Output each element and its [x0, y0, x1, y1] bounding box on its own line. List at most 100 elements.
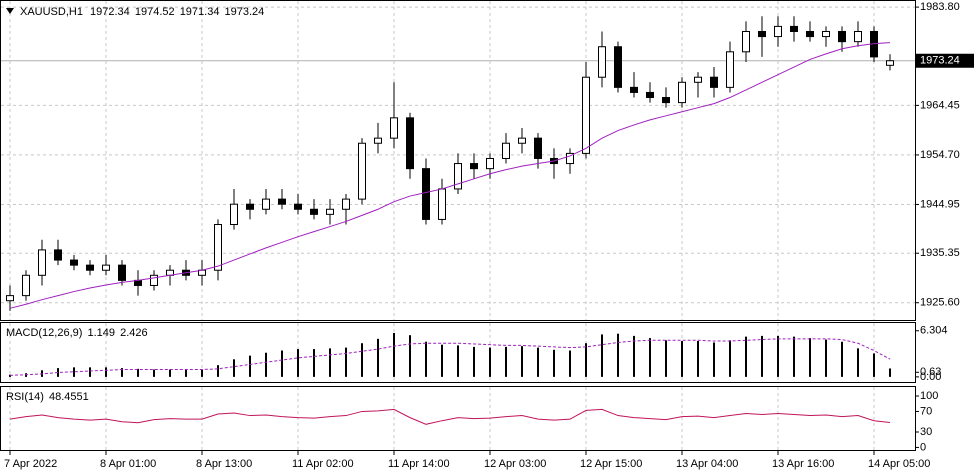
candle-body	[710, 76, 718, 88]
menu-triangle	[6, 8, 14, 14]
candle-body	[86, 264, 94, 271]
candle-body	[214, 224, 222, 271]
macd-bar	[441, 344, 443, 377]
candle-body	[486, 157, 494, 170]
macd-bar	[617, 333, 619, 377]
signal-line	[9, 338, 891, 376]
candle-body	[342, 198, 350, 210]
macd-bar	[777, 335, 779, 377]
candle-body	[150, 274, 158, 286]
x-tick-label: 14 Apr 05:00	[868, 458, 930, 470]
candle-body	[278, 198, 286, 205]
macd-bar	[329, 348, 331, 377]
candle-body	[838, 30, 846, 43]
candle-body	[246, 203, 254, 210]
x-tick-label: 8 Apr 01:00	[100, 458, 156, 470]
candle-body	[326, 208, 334, 215]
macd-bar	[505, 346, 507, 377]
macd-bar	[377, 338, 379, 377]
candle-body	[406, 117, 414, 170]
macd-bar	[713, 342, 715, 377]
macd-header: MACD(12,26,9) 1.149 2.426	[6, 327, 148, 339]
candle-body	[774, 25, 782, 38]
x-tick-label: 13 Apr 16:00	[772, 458, 834, 470]
macd-bar	[137, 368, 139, 377]
candle-body	[806, 30, 814, 38]
price-tag-bg	[916, 53, 974, 68]
candle-body	[742, 30, 750, 53]
y-tick-label: 0	[920, 441, 926, 453]
candle-body	[470, 163, 478, 170]
y-tick-label: 1964.45	[920, 99, 960, 111]
x-tick-label: 8 Apr 13:00	[196, 458, 252, 470]
candle-body	[70, 259, 78, 266]
macd-bar	[313, 349, 315, 377]
macd-bar	[873, 353, 875, 377]
macd-bar	[233, 359, 235, 377]
macd-bar	[601, 334, 603, 377]
macd-bar	[185, 369, 187, 377]
y-tick-label: 1983.80	[920, 1, 960, 13]
y-tick-label: 6.304	[920, 325, 948, 337]
main-header: XAUUSD,H1 1972.34 1974.52 1971.34 1973.2…	[20, 6, 264, 18]
macd-bar	[73, 367, 75, 377]
candle-body	[118, 264, 126, 281]
macd-bar	[345, 347, 347, 377]
macd-bar	[249, 355, 251, 377]
macd-bar	[761, 335, 763, 377]
macd-bar	[489, 347, 491, 377]
candle-body	[454, 163, 462, 190]
y-tick-label: 1935.35	[920, 247, 960, 259]
macd-bar	[201, 369, 203, 377]
candle-body	[6, 295, 14, 302]
macd-bar	[9, 374, 11, 377]
macd-bar	[569, 350, 571, 377]
macd-bar	[217, 365, 219, 377]
rsi-title: RSI(14)	[6, 391, 44, 403]
header-low: 1971.34	[180, 6, 220, 18]
macd-bar	[809, 338, 811, 377]
main-frame	[0, 0, 916, 321]
macd-bar	[105, 367, 107, 377]
candle-body	[230, 203, 238, 226]
candle-body	[566, 152, 574, 165]
macd-bar	[633, 335, 635, 377]
macd-bar	[457, 345, 459, 377]
macd-bar	[521, 346, 523, 377]
candle-body	[358, 142, 366, 200]
candle-body	[534, 137, 542, 159]
candle-body	[630, 86, 638, 93]
header-high: 1974.52	[135, 6, 175, 18]
macd-bar	[857, 348, 859, 377]
macd-bar	[281, 350, 283, 377]
candle-body	[886, 60, 894, 66]
candle-body	[646, 91, 654, 99]
macd-bar	[729, 340, 731, 377]
moving-average	[9, 42, 891, 309]
candle-body	[374, 137, 382, 144]
rsi-header: RSI(14) 48.4551	[6, 391, 89, 403]
candle-body	[694, 76, 702, 83]
macd-value: 1.149	[87, 327, 115, 339]
macd-bar	[393, 332, 395, 377]
candle-body	[102, 264, 110, 271]
macd-bar	[425, 341, 427, 377]
candle-body	[758, 30, 766, 38]
macd-bar	[153, 369, 155, 377]
macd-bar	[745, 336, 747, 377]
candle-body	[310, 208, 318, 215]
candle-body	[662, 97, 670, 104]
x-tick-label: 7 Apr 2022	[4, 458, 57, 470]
candle-body	[22, 274, 30, 297]
y-tick-label: 70	[920, 405, 932, 417]
y-tick-label: 0.63	[920, 366, 941, 378]
macd-bar	[585, 343, 587, 377]
macd-bar	[265, 352, 267, 377]
candle-body	[54, 249, 62, 261]
macd-bar	[681, 341, 683, 377]
macd-bar	[889, 368, 891, 377]
x-tick-label: 11 Apr 14:00	[388, 458, 450, 470]
macd-bar	[793, 336, 795, 377]
rsi-frame	[0, 386, 916, 451]
